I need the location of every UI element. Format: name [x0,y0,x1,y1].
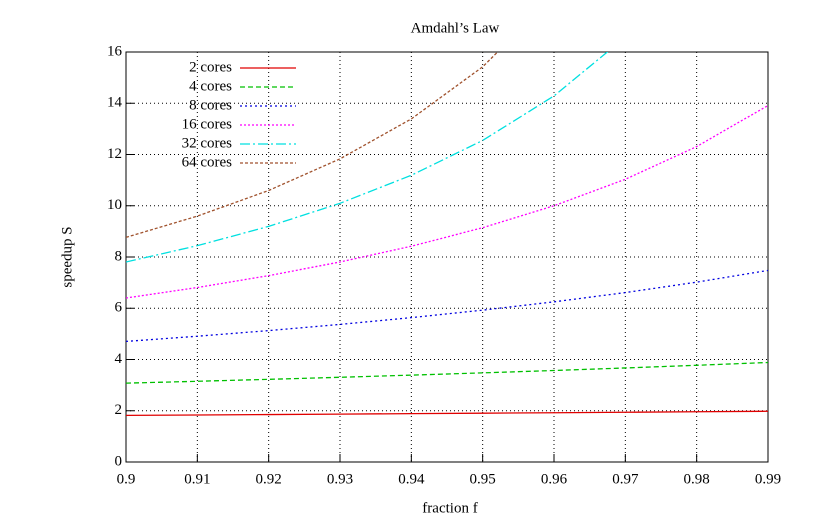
y-tick-label: 0 [115,453,123,469]
y-tick-label: 14 [107,95,123,111]
legend-label: 4 cores [189,78,232,94]
series-line [126,361,768,384]
x-tick-label: 0.99 [755,471,781,487]
legend-label: 8 cores [189,97,232,113]
y-tick-label: 2 [115,402,123,418]
x-tick-label: 0.96 [541,471,568,487]
plot-area [126,52,768,417]
y-tick-label: 6 [115,300,123,316]
x-tick-label: 0.9 [117,471,136,487]
x-tick-label: 0.98 [684,471,710,487]
x-tick-label: 0.95 [470,471,496,487]
y-tick-label: 10 [107,197,122,213]
x-tick-label: 0.97 [612,471,639,487]
y-tick-label: 8 [115,248,123,264]
y-tick-label: 16 [107,43,123,59]
y-axis-label: speedup S [59,226,75,287]
x-tick-label: 0.94 [398,471,425,487]
x-tick-label: 0.93 [327,471,353,487]
legend-label: 16 cores [182,116,233,132]
y-tick-label: 4 [115,351,123,367]
x-tick-label: 0.91 [184,471,210,487]
series-line [126,269,768,343]
legend-label: 2 cores [189,59,232,75]
series-line [126,410,768,417]
x-axis-label: fraction f [422,500,477,516]
legend-label: 64 cores [182,154,233,170]
legend-label: 32 cores [182,135,233,151]
y-tick-label: 12 [107,146,122,162]
chart-title: Amdahl’s Law [411,20,500,36]
series-line [126,104,768,299]
series-line [126,52,499,238]
series-line [126,52,609,263]
x-tick-label: 0.92 [256,471,282,487]
